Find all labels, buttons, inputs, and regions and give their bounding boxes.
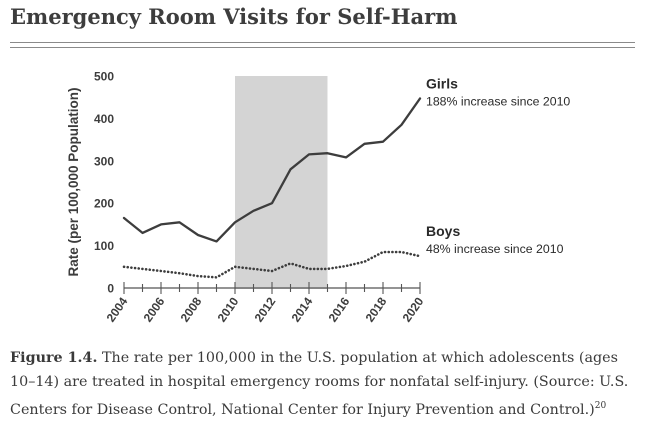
- title-rule-bottom: [10, 47, 635, 48]
- series-lines: [122, 97, 422, 279]
- series-name-girls: Girls: [426, 75, 458, 91]
- caption-text: The rate per 100,000 in the U.S. populat…: [10, 350, 629, 418]
- x-tick-label-2008: 2008: [178, 294, 205, 324]
- x-axis: 2004 2006 2008 2010 2012 2014 2016 2018 2020: [104, 282, 427, 325]
- y-axis-label: Rate (per 100,000 Population): [66, 87, 81, 276]
- x-tick-label-2004: 2004: [104, 294, 131, 324]
- caption-footnote-ref: 20: [594, 401, 607, 411]
- figure-caption: Figure 1.4. The rate per 100,000 in the …: [10, 346, 640, 422]
- x-tick-label-2020: 2020: [400, 294, 427, 324]
- x-tick-label-2016: 2016: [326, 294, 353, 324]
- x-tick-label-2010: 2010: [215, 294, 242, 324]
- series-line-girls: [122, 97, 422, 243]
- y-tick-label-0: 0: [107, 282, 114, 296]
- y-tick-label-500: 500: [94, 70, 114, 84]
- series-labels: Girls 188% increase since 2010 Boys 48% inc…: [426, 75, 570, 256]
- series-annotation-girls: 188% increase since 2010: [426, 94, 570, 108]
- y-tick-label-400: 400: [94, 112, 114, 126]
- y-axis-ticks: 0 100 200 300 400 500: [94, 70, 114, 296]
- x-tick-label-2012: 2012: [252, 294, 279, 324]
- series-line-boys: [122, 250, 422, 279]
- y-tick-label-300: 300: [94, 154, 114, 168]
- line-chart: 0 100 200 300 400 500 2004 2006 2008 2010 2012 201…: [66, 70, 570, 325]
- shaded-period-2010-2015: [235, 76, 328, 289]
- series-annotation-boys: 48% increase since 2010: [426, 242, 564, 256]
- series-name-boys: Boys: [426, 223, 460, 239]
- caption-label: Figure 1.4.: [10, 350, 98, 366]
- y-tick-label-100: 100: [94, 239, 114, 253]
- title-rule-top: [10, 42, 635, 43]
- chart-title: Emergency Room Visits for Self-Harm: [10, 4, 458, 29]
- y-tick-label-200: 200: [94, 197, 114, 211]
- x-tick-label-2018: 2018: [363, 294, 390, 324]
- x-tick-label-2014: 2014: [289, 294, 316, 324]
- x-tick-label-2006: 2006: [141, 294, 168, 324]
